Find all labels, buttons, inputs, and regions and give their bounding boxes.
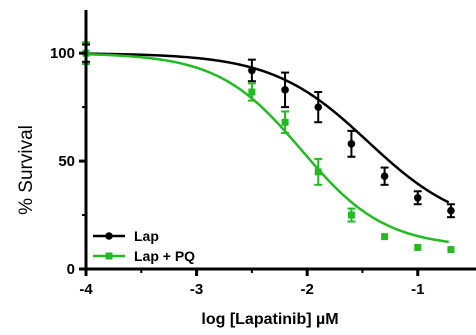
data-point: [281, 86, 289, 94]
legend-marker: [105, 252, 113, 260]
x-tick-label: -4: [79, 281, 93, 298]
data-point: [314, 168, 322, 176]
x-axis-title: log [Lapatinib] µM: [201, 311, 338, 328]
x-tick-label: -1: [411, 281, 424, 298]
data-point: [381, 233, 389, 241]
axes: -4 -3 -2 -1 0 50 100: [50, 10, 476, 298]
data-point: [380, 172, 389, 180]
data-point: [281, 118, 289, 126]
x-tick-label: -3: [190, 281, 203, 298]
data-point: [314, 103, 323, 111]
legend-label: Lap + PQ: [134, 248, 195, 264]
y-tick-label: 100: [50, 45, 75, 62]
data-point: [413, 193, 422, 202]
data-point: [414, 243, 422, 251]
plot-area: [82, 41, 455, 254]
y-axis-title: % Survival: [16, 125, 37, 215]
data-point: [248, 88, 256, 96]
legend-marker: [105, 232, 113, 240]
legend: Lap Lap + PQ: [93, 228, 195, 264]
data-point: [447, 246, 455, 254]
fit-curve: [85, 53, 449, 244]
x-tick-label: -2: [301, 281, 314, 298]
data-point: [347, 211, 355, 219]
fit-curve: [85, 52, 450, 204]
y-tick-label: 0: [67, 261, 75, 278]
data-point: [347, 140, 356, 148]
y-tick-label: 50: [58, 153, 75, 170]
data-point: [447, 206, 455, 215]
data-point: [248, 66, 256, 75]
legend-label: Lap: [134, 228, 159, 244]
